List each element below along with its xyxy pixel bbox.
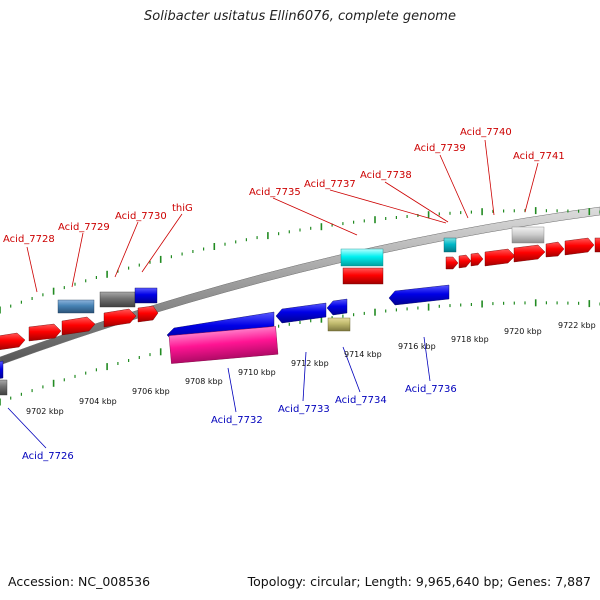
forward-strand-genes [0,226,600,350]
gene-acid-7739[interactable] [458,254,472,269]
forward-tick-row [0,207,600,314]
gene-acid-7740[interactable] [484,248,516,267]
gene-label-acid-7737[interactable]: Acid_7737 [304,179,356,190]
scale-label-9716: 9716 kbp [398,342,436,351]
scale-label-9710: 9710 kbp [238,368,276,377]
gene-acid-7741-b[interactable] [513,244,546,263]
gene-acid-7735-b[interactable] [340,248,384,267]
gene-acid-7726-b[interactable] [0,379,8,396]
gene-label-thig[interactable]: thiG [172,203,193,214]
gene-acid-7742[interactable] [545,241,565,258]
scale-label-9708: 9708 kbp [185,377,223,386]
gene-label-acid-7733[interactable]: Acid_7733 [278,404,330,415]
gene-label-acid-7736[interactable]: Acid_7736 [405,384,457,395]
gene-acid-7734[interactable] [326,298,348,316]
scale-label-9704: 9704 kbp [79,397,117,406]
accession-text: Accession: NC_008536 [8,574,151,589]
gene-acid-7730[interactable] [103,308,137,328]
genome-backbone [0,206,600,366]
map-title: Solibacter usitatus Ellin6076, complete … [144,9,456,24]
gene-acid-7729-b[interactable] [57,299,95,314]
gene-label-acid-7726[interactable]: Acid_7726 [22,451,74,462]
scale-label-9706: 9706 kbp [132,387,170,396]
forward-gene-labels: Acid_7728 Acid_7729 Acid_7730 thiG Acid_… [3,127,565,245]
scale-label-9714: 9714 kbp [344,350,382,359]
gene-label-acid-7732[interactable]: Acid_7732 [211,415,263,426]
gene-label-acid-7739[interactable]: Acid_7739 [414,143,466,154]
scale-labels: 9702 kbp 9704 kbp 9706 kbp 9708 kbp 9710… [26,321,596,416]
gene-acid-7743[interactable] [564,237,595,256]
gene-acid-7738[interactable] [445,256,459,270]
gene-acid-7744[interactable] [594,237,600,253]
label-leader-lines [7,139,539,449]
gene-acid-7730-b[interactable] [99,291,136,308]
gene-acid-7726[interactable] [0,360,4,379]
genome-summary-text: Topology: circular; Length: 9,965,640 bp… [247,574,591,589]
gene-acid-7734-b[interactable] [327,317,351,332]
gene-acid-7728[interactable] [28,323,62,342]
gene-label-acid-7730[interactable]: Acid_7730 [115,211,167,222]
gene-acid-7729[interactable] [61,316,96,336]
scale-label-9702: 9702 kbp [26,407,64,416]
gene-label-acid-7741[interactable]: Acid_7741 [513,151,565,162]
gene-label-acid-7734[interactable]: Acid_7734 [335,395,387,406]
gene-acid-7739-b[interactable] [470,252,484,267]
scale-label-9718: 9718 kbp [451,335,489,344]
gene-acid-7732-b[interactable] [168,326,279,364]
gene-label-acid-7738[interactable]: Acid_7738 [360,170,412,181]
gene-acid-7736[interactable] [388,284,450,306]
gene-thig-b[interactable] [134,287,158,304]
gene-acid-7737[interactable] [443,237,457,253]
gene-label-acid-7740[interactable]: Acid_7740 [460,127,512,138]
scale-label-9712: 9712 kbp [291,359,329,368]
gene-acid-7727[interactable] [0,332,26,350]
reverse-gene-labels: Acid_7726 Acid_7732 Acid_7733 Acid_7734 … [22,384,457,462]
gene-acid-7741[interactable] [511,226,545,244]
gene-acid-7733[interactable] [275,302,327,324]
gene-acid-7735[interactable] [342,267,384,285]
scale-label-9720: 9720 kbp [504,327,542,336]
gene-label-acid-7728[interactable]: Acid_7728 [3,234,55,245]
reverse-strand-genes [0,284,450,396]
gene-label-acid-7729[interactable]: Acid_7729 [58,222,110,233]
gene-thig[interactable] [137,305,159,323]
gene-label-acid-7735[interactable]: Acid_7735 [249,187,301,198]
scale-label-9722: 9722 kbp [558,321,596,330]
